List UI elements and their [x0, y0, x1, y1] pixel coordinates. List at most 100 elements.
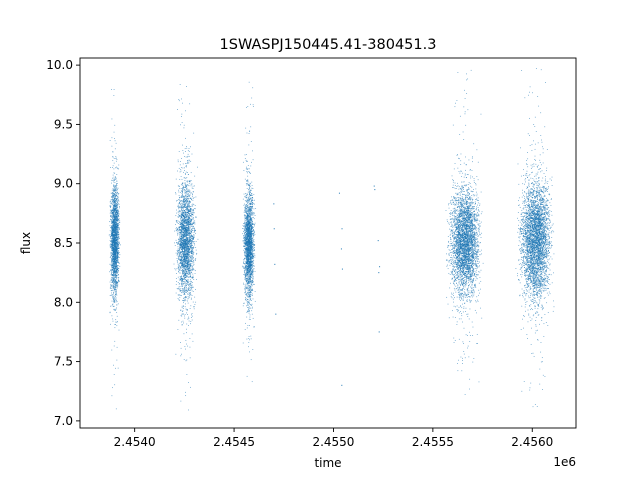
data-point: [117, 258, 119, 260]
data-point: [112, 237, 114, 238]
data-point: [111, 305, 113, 307]
data-point: [189, 264, 191, 266]
data-point: [185, 230, 187, 232]
data-point: [183, 278, 185, 280]
data-point: [185, 266, 187, 267]
data-point: [113, 292, 115, 294]
data-point: [113, 287, 115, 289]
data-point: [184, 254, 186, 256]
data-point: [115, 221, 117, 223]
data-point: [247, 222, 249, 223]
data-point: [112, 246, 114, 248]
data-point: [109, 140, 111, 141]
data-point: [188, 260, 190, 262]
data-point: [113, 255, 114, 257]
data-point: [194, 296, 196, 298]
data-point: [116, 211, 117, 213]
data-point: [184, 249, 185, 251]
data-point: [183, 283, 184, 285]
data-point: [193, 225, 195, 227]
data-point: [187, 229, 188, 231]
data-point: [179, 255, 181, 257]
data-point: [111, 209, 113, 210]
data-point: [110, 217, 112, 218]
data-point: [191, 287, 192, 289]
data-point: [116, 218, 117, 220]
data-point: [185, 266, 186, 268]
data-point: [191, 250, 193, 252]
data-point: [183, 216, 185, 218]
data-point: [117, 282, 118, 284]
data-point: [189, 236, 191, 238]
data-point: [185, 203, 186, 205]
data-point: [182, 278, 184, 280]
data-point: [117, 225, 119, 226]
data-point: [177, 228, 178, 229]
data-point: [250, 290, 251, 292]
data-point: [182, 235, 184, 236]
data-point: [115, 206, 117, 207]
data-point: [179, 296, 181, 298]
data-point: [182, 201, 184, 202]
data-point: [190, 197, 191, 199]
data-point: [182, 245, 184, 247]
data-point: [189, 275, 191, 277]
data-point: [114, 236, 115, 238]
data-point: [188, 236, 190, 237]
data-point: [188, 216, 190, 218]
data-point: [187, 279, 189, 281]
data-point: [185, 110, 186, 112]
data-point: [117, 211, 119, 213]
data-point: [188, 236, 190, 238]
data-point: [114, 223, 116, 225]
data-point: [186, 256, 188, 258]
data-point: [183, 243, 184, 245]
data-point: [113, 263, 114, 265]
data-point: [189, 256, 190, 257]
data-point: [117, 257, 119, 258]
data-point: [195, 301, 197, 303]
data-point: [190, 269, 192, 271]
data-point: [112, 219, 114, 221]
data-point: [178, 248, 180, 250]
data-point: [188, 182, 190, 184]
data-point: [183, 243, 185, 245]
data-point: [117, 255, 118, 257]
data-point: [179, 229, 181, 230]
data-point: [187, 208, 188, 210]
data-point: [117, 227, 118, 228]
data-point: [189, 283, 191, 285]
data-point: [192, 246, 194, 248]
data-point: [183, 258, 185, 260]
data-point: [110, 254, 112, 256]
data-point: [117, 225, 118, 227]
data-point: [191, 252, 193, 254]
data-point: [118, 270, 119, 272]
data-point: [182, 261, 183, 263]
data-point: [115, 228, 117, 229]
data-point: [183, 359, 185, 360]
data-point: [177, 298, 179, 299]
data-point: [182, 228, 183, 229]
data-point: [114, 279, 116, 281]
data-point: [112, 241, 114, 243]
data-point: [182, 265, 183, 267]
data-point: [111, 349, 113, 351]
data-point: [177, 250, 179, 252]
data-point: [186, 252, 187, 254]
data-point: [184, 218, 186, 219]
data-point: [114, 384, 116, 386]
data-point: [189, 222, 191, 224]
data-point: [188, 245, 190, 247]
data-point: [244, 269, 246, 271]
data-point: [192, 237, 194, 239]
data-point: [177, 248, 179, 250]
data-point: [183, 212, 185, 214]
data-point: [114, 276, 116, 278]
data-point: [109, 206, 111, 207]
data-point: [180, 223, 182, 224]
data-point: [185, 259, 187, 261]
data-point: [111, 243, 112, 245]
data-point: [117, 234, 119, 236]
data-point: [181, 263, 183, 265]
